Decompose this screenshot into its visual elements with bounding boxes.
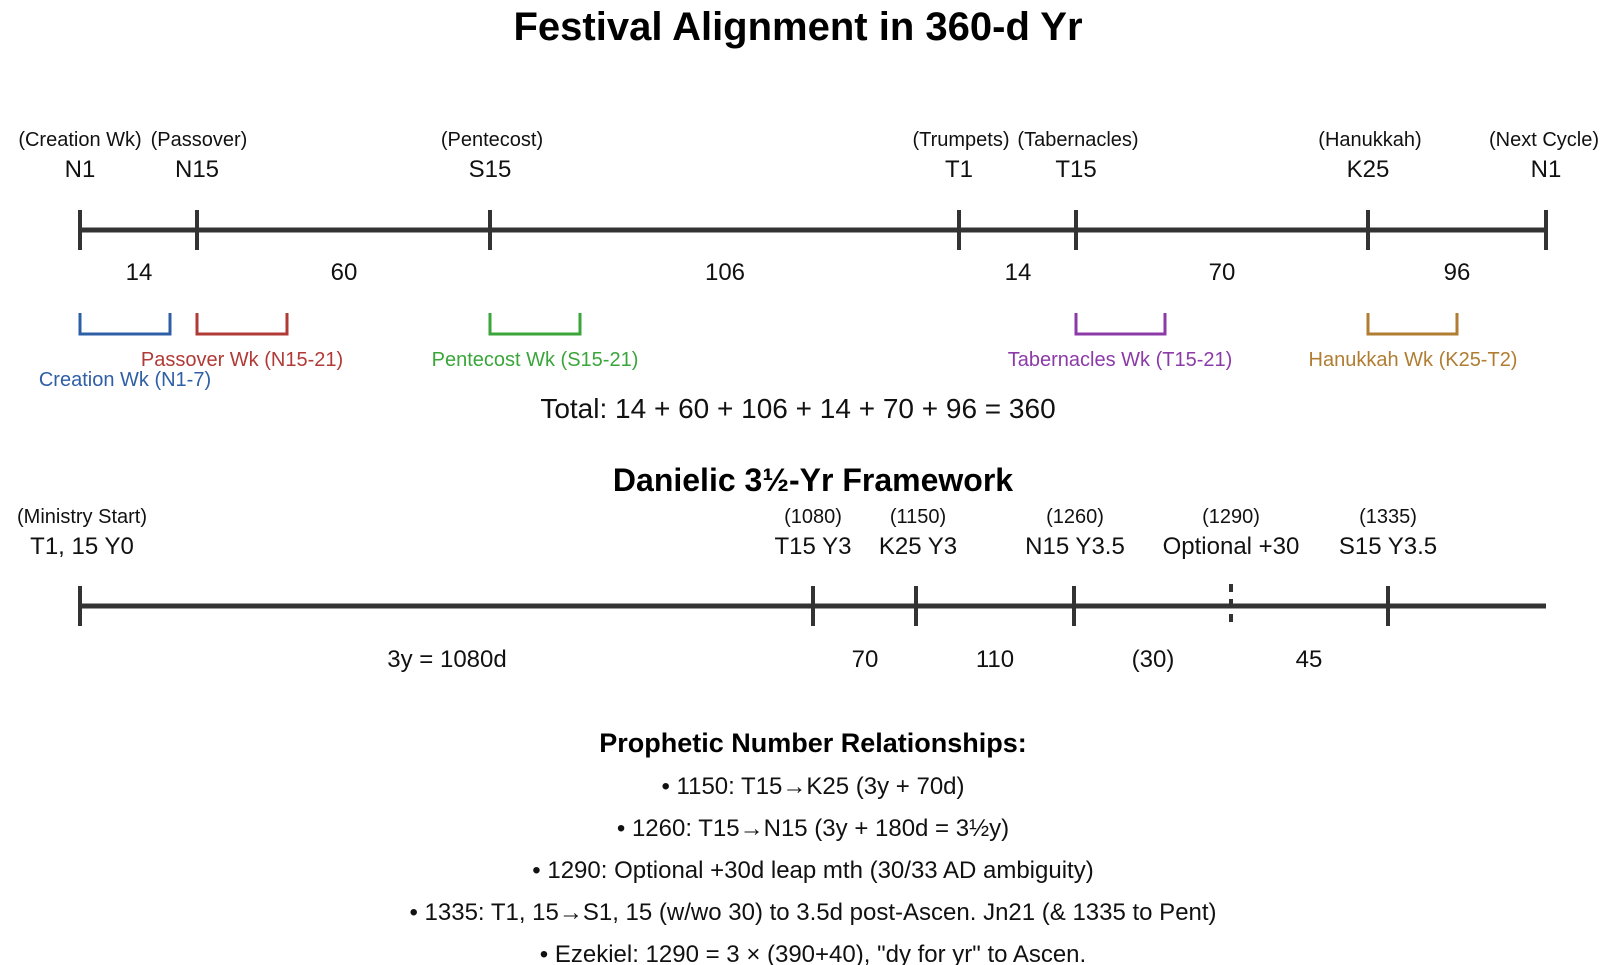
- date-code: N15: [175, 156, 219, 183]
- framework-label: (Ministry Start): [17, 506, 147, 528]
- date-code: T15: [1055, 156, 1096, 183]
- framework-code: Optional +30: [1163, 533, 1300, 560]
- segment-length: 14: [126, 259, 153, 286]
- framework-label: (1260): [1046, 506, 1104, 528]
- prophetic-relationships: Prophetic Number Relationships: • 1150: …: [409, 728, 1216, 965]
- date-code: S15: [469, 156, 512, 183]
- framework-segment: 45: [1296, 646, 1323, 673]
- date-code: T1: [945, 156, 973, 183]
- festival-label: (Tabernacles): [1017, 129, 1138, 151]
- passover-week-label: Passover Wk (N15-21): [141, 349, 343, 371]
- creation-week-bracket: [78, 313, 172, 336]
- relationship-item: • 1335: T1, 15→S1, 15 (w/wo 30) to 3.5d …: [409, 899, 1216, 926]
- festival-timeline: (Creation Wk) (Passover) (Pentecost) (Tr…: [18, 129, 1599, 424]
- festival-label: (Pentecost): [441, 129, 543, 151]
- pentecost-week-label: Pentecost Wk (S15-21): [432, 349, 639, 371]
- relationship-item: • Ezekiel: 1290 = 3 × (390+40), "dy for …: [540, 941, 1086, 965]
- segment-length: 106: [705, 259, 745, 286]
- framework-label: (1150): [890, 506, 946, 528]
- relationship-item: • 1290: Optional +30d leap mth (30/33 AD…: [532, 857, 1093, 884]
- date-code: N1: [1531, 156, 1562, 183]
- passover-week-bracket: [195, 313, 289, 336]
- total-equation: Total: 14 + 60 + 106 + 14 + 70 + 96 = 36…: [540, 393, 1055, 424]
- date-code: K25: [1347, 156, 1390, 183]
- segment-length: 60: [331, 259, 358, 286]
- tabernacles-week-bracket: [1074, 313, 1167, 336]
- framework-segment: 110: [976, 646, 1014, 673]
- segment-length: 14: [1005, 259, 1032, 286]
- segment-length: 96: [1444, 259, 1471, 286]
- framework-label: (1335): [1359, 506, 1417, 528]
- hanukkah-week-bracket: [1366, 313, 1459, 336]
- framework-code: T15 Y3: [775, 533, 852, 560]
- danielic-framework: Danielic 3½-Yr Framework (Ministry Start…: [17, 462, 1546, 673]
- festival-label: (Creation Wk): [18, 129, 141, 151]
- framework-code: N15 Y3.5: [1025, 533, 1125, 560]
- relationships-heading: Prophetic Number Relationships:: [599, 728, 1027, 758]
- festival-label: (Next Cycle): [1489, 129, 1599, 151]
- festival-label: (Trumpets): [912, 129, 1009, 151]
- framework-segment: (30): [1132, 646, 1175, 673]
- date-code: N1: [65, 156, 96, 183]
- framework-segment: 3y = 1080d: [387, 646, 506, 673]
- framework-code: T1, 15 Y0: [30, 533, 134, 560]
- framework-label: (1290): [1202, 506, 1260, 528]
- segment-length: 70: [1209, 259, 1236, 286]
- tabernacles-week-label: Tabernacles Wk (T15-21): [1008, 349, 1233, 371]
- relationship-item: • 1260: T15→N15 (3y + 180d = 3½y): [617, 815, 1009, 842]
- framework-code: K25 Y3: [879, 533, 957, 560]
- hanukkah-week-label: Hanukkah Wk (K25-T2): [1309, 349, 1518, 371]
- framework-title: Danielic 3½-Yr Framework: [613, 462, 1013, 498]
- relationship-item: • 1150: T15→K25 (3y + 70d): [661, 773, 964, 800]
- festival-label: (Hanukkah): [1318, 129, 1421, 151]
- framework-label: (1080): [784, 506, 842, 528]
- framework-code: S15 Y3.5: [1339, 533, 1437, 560]
- creation-week-label: Creation Wk (N1-7): [39, 369, 211, 391]
- festival-label: (Passover): [151, 129, 248, 151]
- pentecost-week-bracket: [488, 313, 582, 336]
- diagram-title: Festival Alignment in 360-d Yr: [513, 5, 1082, 49]
- framework-segment: 70: [852, 646, 879, 673]
